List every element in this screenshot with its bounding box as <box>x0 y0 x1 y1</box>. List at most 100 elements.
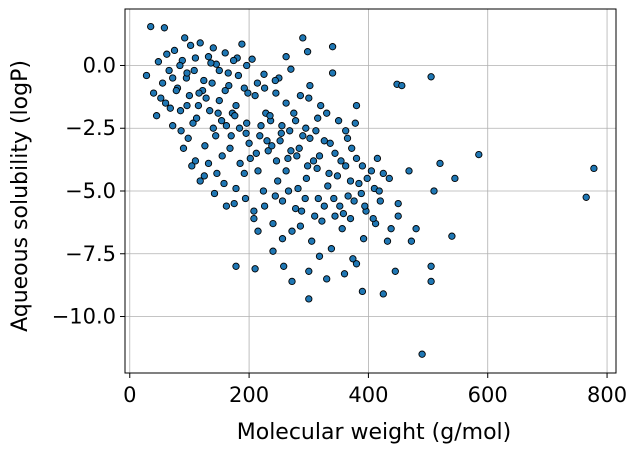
data-point <box>225 81 233 90</box>
data-point <box>222 202 231 210</box>
data-point <box>323 275 331 283</box>
data-point <box>245 139 253 147</box>
data-point <box>394 199 402 208</box>
data-point <box>248 55 256 63</box>
data-point <box>260 70 268 78</box>
data-point <box>326 139 334 147</box>
data-point <box>313 164 321 173</box>
data-point <box>334 117 343 125</box>
data-point <box>170 46 179 55</box>
data-point <box>250 214 258 223</box>
data-point <box>163 50 171 58</box>
data-point <box>394 212 402 220</box>
data-point <box>305 295 313 303</box>
data-point <box>379 169 387 178</box>
data-point <box>169 74 177 82</box>
data-point <box>318 217 326 225</box>
data-point <box>268 142 276 150</box>
data-point <box>181 34 189 42</box>
data-point <box>194 101 203 110</box>
data-point <box>177 127 185 135</box>
data-point <box>147 22 155 31</box>
data-point <box>418 350 426 358</box>
x-tick-label: 400 <box>348 383 388 407</box>
data-point <box>352 260 361 268</box>
data-point <box>352 101 361 110</box>
data-point <box>222 122 231 130</box>
data-point <box>367 167 376 175</box>
data-point <box>407 237 416 245</box>
data-point <box>257 122 265 130</box>
data-point <box>234 71 243 80</box>
data-point <box>317 101 325 110</box>
data-point <box>314 114 322 122</box>
data-point <box>387 225 395 233</box>
data-point <box>305 267 313 275</box>
y-tick-label: 0.0 <box>83 53 116 77</box>
data-point <box>195 89 203 97</box>
data-point <box>303 162 312 170</box>
data-point <box>204 159 213 168</box>
data-point <box>230 199 238 208</box>
data-point <box>376 197 384 205</box>
data-point <box>299 132 307 140</box>
data-point <box>206 107 214 115</box>
data-point <box>278 197 287 205</box>
data-point <box>217 117 226 125</box>
data-point <box>412 225 420 233</box>
data-point <box>323 109 331 117</box>
data-point <box>330 194 338 203</box>
data-point <box>288 277 296 286</box>
data-point <box>306 134 314 142</box>
data-point <box>264 147 272 155</box>
data-point <box>253 79 262 87</box>
data-point <box>333 172 342 180</box>
data-point <box>196 177 204 185</box>
data-point <box>299 34 307 42</box>
data-point <box>209 44 217 52</box>
data-points <box>142 22 598 358</box>
data-point <box>209 124 217 132</box>
data-point <box>295 144 303 152</box>
data-point <box>276 137 284 145</box>
data-point <box>291 117 300 125</box>
data-point <box>373 154 382 163</box>
data-point <box>325 169 333 178</box>
data-point <box>192 114 201 122</box>
data-point <box>331 149 339 157</box>
data-point <box>590 164 598 173</box>
data-point <box>284 187 293 195</box>
data-point <box>296 222 305 230</box>
data-point <box>358 287 367 296</box>
data-point <box>269 219 277 228</box>
data-point <box>204 53 213 61</box>
data-point <box>357 189 365 198</box>
data-point <box>311 212 319 220</box>
data-point <box>226 144 234 152</box>
data-point <box>315 252 324 260</box>
data-point <box>260 202 269 210</box>
data-point <box>189 119 197 127</box>
data-point <box>183 69 191 77</box>
data-point <box>342 127 350 135</box>
data-point <box>308 237 316 245</box>
data-point <box>246 154 254 163</box>
data-point <box>158 79 167 87</box>
x-axis-label: Molecular weight (g/mol) <box>237 420 511 445</box>
y-tick-label: −5.0 <box>65 179 116 203</box>
data-point <box>427 73 435 81</box>
data-point <box>191 157 200 165</box>
data-point <box>190 66 198 75</box>
data-point <box>451 174 459 183</box>
data-point <box>359 235 368 243</box>
data-point <box>269 247 277 255</box>
data-point <box>582 193 590 201</box>
data-point <box>227 132 235 140</box>
data-point <box>348 144 356 152</box>
data-point <box>266 112 274 120</box>
data-point <box>224 69 232 77</box>
data-point <box>369 214 377 223</box>
data-point <box>343 134 352 142</box>
data-point <box>161 99 170 107</box>
data-point <box>305 94 313 102</box>
